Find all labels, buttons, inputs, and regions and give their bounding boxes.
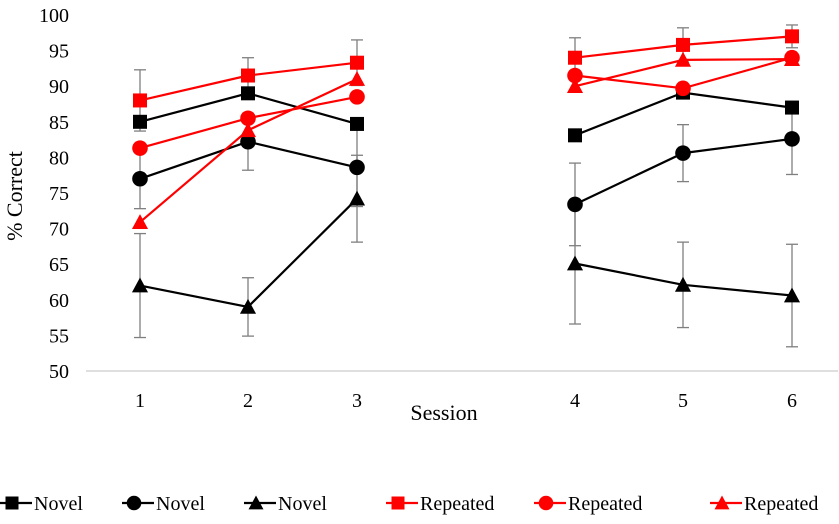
data-point-square [568, 50, 582, 65]
legend-label: Novel [278, 493, 327, 515]
y-tick-label: 65 [49, 254, 69, 276]
y-tick-label: 60 [49, 290, 69, 312]
series-lines [139, 35, 793, 309]
data-point-square [241, 68, 255, 83]
data-point-circle [240, 133, 256, 150]
y-tick-label: 70 [49, 219, 69, 241]
data-point-circle [675, 80, 691, 97]
data-point-triangle [131, 277, 149, 293]
legend-item: Novel [122, 493, 205, 515]
axes: 50 55 60 65 70 75 80 85 90 95 100 1 2 3 4 5 6 [39, 5, 838, 412]
data-point-square [785, 100, 799, 115]
data-point-triangle [674, 51, 692, 67]
legend-marker-circle [538, 495, 554, 511]
data-point-triangle [239, 122, 257, 138]
x-tick-label: 1 [135, 390, 145, 412]
data-point-triangle [239, 298, 257, 314]
data-point-triangle [783, 51, 801, 66]
legend-marker-square [391, 496, 405, 510]
data-point-triangle [674, 276, 692, 292]
x-tick-label: 4 [570, 390, 580, 412]
data-point-circle [132, 170, 148, 187]
data-point-triangle [566, 255, 584, 271]
data-point-triangle [131, 214, 149, 230]
y-tick-label: 85 [49, 112, 69, 134]
y-tick-label: 100 [39, 5, 69, 27]
y-tick-label: 50 [49, 361, 69, 383]
legend-label: Novel [156, 493, 205, 515]
legend-item: Repeated [386, 493, 494, 515]
data-point-triangle [566, 78, 584, 94]
legend-marker-triangle [714, 495, 730, 510]
data-point-circle [240, 110, 256, 127]
data-point-circle [784, 131, 800, 147]
data-point-triangle [348, 190, 366, 206]
data-point-triangle [348, 71, 366, 86]
data-point-square [785, 29, 799, 44]
y-axis-title: % Correct [2, 151, 27, 241]
data-point-square [133, 93, 147, 108]
y-tick-label: 90 [49, 76, 69, 98]
x-tick-label: 6 [787, 390, 797, 412]
y-tick-label: 80 [49, 147, 69, 169]
data-point-circle [567, 196, 583, 213]
y-tick-label: 95 [49, 41, 69, 63]
legend-label: Repeated [568, 493, 642, 515]
data-point-square [350, 55, 364, 70]
x-axis-title: Session [410, 400, 477, 425]
legend-item: Novel [0, 493, 83, 515]
data-point-circle [567, 67, 583, 84]
error-bars [134, 24, 798, 348]
data-point-circle [132, 140, 148, 156]
legend-label: Repeated [420, 493, 494, 515]
data-point-square [241, 86, 255, 101]
legend-marker-circle [126, 495, 142, 511]
data-point-square [133, 114, 147, 129]
legend-label: Repeated [744, 493, 818, 515]
x-tick-label: 5 [678, 390, 688, 412]
legend-marker-square [5, 496, 19, 510]
y-tick-label: 55 [49, 325, 69, 347]
x-tick-label: 3 [352, 390, 362, 412]
legend-item: Novel [244, 493, 327, 515]
data-point-circle [349, 89, 365, 105]
legend-marker-triangle [248, 495, 264, 510]
y-tick-label: 75 [49, 183, 69, 205]
data-point-square [676, 37, 690, 52]
data-point-square [568, 128, 582, 143]
x-tick-label: 2 [243, 390, 253, 412]
data-point-square [350, 116, 364, 131]
series-markers [131, 29, 801, 314]
legend-label: Novel [34, 493, 83, 515]
data-point-circle [349, 159, 365, 176]
data-point-triangle [783, 287, 801, 303]
legend-item: Repeated [534, 493, 642, 515]
data-point-circle [675, 145, 691, 161]
legend: Novel Novel Novel Repeated Repeated Repeated [0, 493, 818, 515]
legend-item: Repeated [710, 493, 818, 515]
